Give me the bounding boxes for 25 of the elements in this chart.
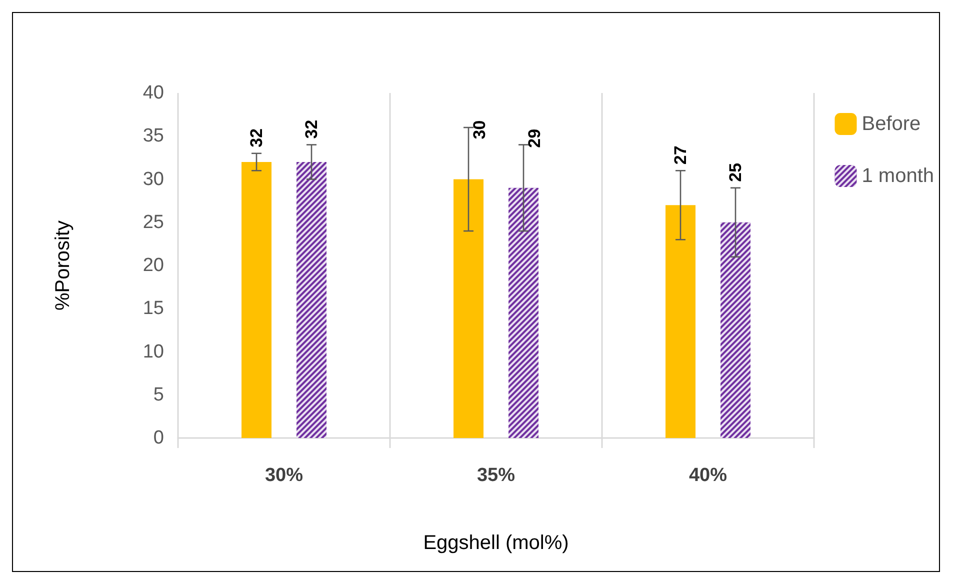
bar (242, 162, 272, 438)
data-label: 30 (470, 120, 489, 140)
data-label: 32 (302, 120, 321, 139)
legend-label: 1 month (862, 165, 934, 187)
data-label: 27 (671, 146, 690, 165)
y-tick-label: 25 (142, 212, 164, 233)
y-tick-label: 20 (142, 255, 164, 276)
bar (666, 205, 696, 438)
data-label: 25 (726, 162, 745, 182)
y-tick-label: 40 (142, 82, 164, 104)
x-axis-title: Eggshell (mol%) (423, 532, 569, 554)
x-tick-label: 30% (264, 465, 304, 486)
data-label: 32 (247, 128, 266, 148)
y-tick-label: 10 (142, 341, 164, 362)
y-tick-label: 0 (153, 428, 164, 448)
y-tick-label: 15 (142, 298, 164, 320)
y-axis-title: %Porosity (52, 220, 74, 311)
legend-label: Before (862, 113, 921, 135)
x-tick-label: 40% (688, 465, 728, 486)
x-tick-label: 35% (476, 465, 516, 486)
bar (454, 179, 484, 438)
y-tick-label: 30 (142, 168, 164, 190)
y-tick-label: 35 (142, 126, 164, 147)
data-label: 29 (525, 128, 544, 148)
y-tick-label: 5 (153, 384, 164, 406)
